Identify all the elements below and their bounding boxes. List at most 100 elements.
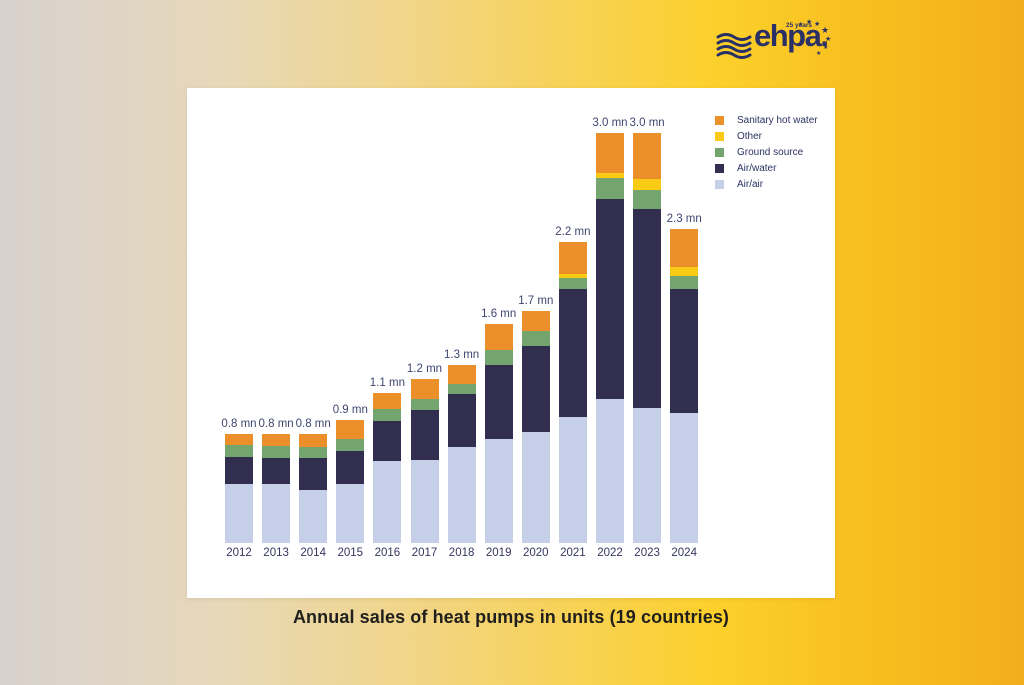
bar-segment-ground-source bbox=[336, 439, 365, 452]
bar-column-2019 bbox=[484, 324, 513, 543]
bar-segment-air-water bbox=[262, 458, 291, 485]
bar-segment-air-water bbox=[596, 198, 624, 400]
legend-swatch-icon bbox=[715, 163, 724, 173]
bar-segment-air-water bbox=[336, 451, 365, 485]
legend-label: Ground source bbox=[737, 146, 804, 158]
bar-segment-air-water bbox=[410, 410, 439, 460]
x-axis-label: 2015 bbox=[337, 547, 364, 559]
chart-panel: 0.8 mn 2012 0.8 mn 2013 0.8 mn 2014 0.9 mn 2015… bbox=[187, 88, 835, 598]
bar-total-label: 1.6 mn bbox=[481, 308, 517, 321]
legend-item-air-water: Air/water bbox=[715, 160, 818, 176]
bar-segment-air-air bbox=[484, 439, 513, 543]
legend-item-other: Other bbox=[715, 128, 818, 144]
bar-segment-air-water bbox=[521, 346, 550, 433]
bar-column-2020 bbox=[521, 310, 550, 543]
x-axis-label: 2012 bbox=[226, 547, 252, 559]
bar-segment-ground-source bbox=[225, 444, 253, 457]
bar-total-label: 0.8 mn bbox=[221, 417, 257, 430]
bar-segment-sanitary-hot-water bbox=[447, 365, 476, 385]
chart-legend: Sanitary hot water Other Ground source Air/… bbox=[715, 112, 818, 192]
bar-segment-ground-source bbox=[521, 331, 550, 347]
bar-segment-air-water bbox=[670, 288, 699, 414]
chart-title: Annual sales of heat pumps in units (19 … bbox=[292, 607, 730, 627]
bar-segment-air-air bbox=[670, 413, 699, 543]
bar-segment-air-water bbox=[373, 421, 402, 461]
bar-segment-sanitary-hot-water bbox=[410, 378, 439, 400]
bar-segment-air-air bbox=[596, 399, 624, 543]
bar-segment-sanitary-hot-water bbox=[596, 132, 624, 173]
bar-segment-air-water bbox=[633, 209, 662, 408]
bar-segment-ground-source bbox=[447, 384, 476, 394]
bar-total-label: 2.2 mn bbox=[555, 226, 591, 239]
bar-total-label: 0.8 mn bbox=[258, 417, 294, 430]
x-axis-label: 2023 bbox=[634, 547, 660, 559]
bar-segment-other bbox=[670, 266, 699, 277]
bar-segment-other bbox=[558, 273, 587, 278]
logo-anniversary-text: 25 years bbox=[786, 22, 813, 29]
bar-segment-ground-source bbox=[373, 409, 402, 422]
x-axis-label: 2020 bbox=[523, 547, 549, 559]
bar-total-label: 0.9 mn bbox=[332, 403, 368, 416]
bar-segment-sanitary-hot-water bbox=[558, 242, 587, 274]
bar-segment-air-air bbox=[521, 432, 550, 543]
bar-column-2014 bbox=[299, 433, 328, 543]
bar-segment-air-air bbox=[410, 459, 439, 543]
x-axis-label: 2016 bbox=[374, 547, 401, 559]
bar-segment-sanitary-hot-water bbox=[262, 433, 291, 446]
bar-segment-ground-source bbox=[633, 190, 662, 210]
bar-segment-air-air bbox=[299, 489, 328, 543]
ehpa-logo: ehpa. 25 years ★ ★ ★ ★ ★ ★ ★ bbox=[716, 18, 841, 68]
bar-segment-air-air bbox=[225, 484, 253, 543]
legend-item-ground-source: Ground source bbox=[715, 144, 818, 160]
bar-total-label: 1.1 mn bbox=[369, 376, 405, 389]
x-axis-label: 2013 bbox=[263, 547, 289, 559]
bar-segment-other bbox=[596, 172, 624, 179]
legend-label: Air/water bbox=[737, 162, 777, 174]
legend-label: Other bbox=[737, 130, 763, 142]
bar-column-2018 bbox=[447, 365, 476, 543]
bar-segment-ground-source bbox=[558, 277, 587, 289]
legend-label: Sanitary hot water bbox=[737, 114, 818, 126]
bar-segment-sanitary-hot-water bbox=[299, 433, 328, 448]
star-icon: ★ bbox=[821, 25, 830, 35]
x-axis-label: 2019 bbox=[485, 547, 512, 559]
legend-swatch-icon bbox=[715, 131, 724, 141]
bar-segment-air-air bbox=[262, 484, 291, 543]
star-icon: ★ bbox=[816, 51, 822, 57]
bar-segment-sanitary-hot-water bbox=[633, 132, 662, 180]
bar-segment-sanitary-hot-water bbox=[521, 310, 550, 332]
bar-segment-other bbox=[633, 179, 662, 191]
legend-label: Air/air bbox=[737, 178, 764, 190]
bar-segment-air-water bbox=[447, 394, 476, 448]
bar-segment-ground-source bbox=[670, 276, 699, 289]
bar-segment-air-water bbox=[558, 288, 587, 418]
bar-column-2017 bbox=[410, 378, 439, 543]
bar-segment-ground-source bbox=[299, 447, 328, 459]
bar-column-2022 bbox=[596, 132, 624, 543]
bar-segment-sanitary-hot-water bbox=[373, 392, 402, 410]
bar-segment-sanitary-hot-water bbox=[336, 419, 365, 440]
bar-total-label: 2.3 mn bbox=[666, 212, 702, 225]
legend-swatch-icon bbox=[715, 179, 724, 189]
bar-column-2015 bbox=[336, 419, 365, 543]
bar-column-2016 bbox=[373, 392, 402, 543]
star-icon: ★ bbox=[806, 19, 813, 26]
bar-segment-air-air bbox=[633, 407, 662, 543]
bar-segment-sanitary-hot-water bbox=[484, 324, 513, 351]
bar-total-label: 3.0 mn bbox=[629, 116, 665, 129]
x-axis-label: 2017 bbox=[411, 547, 438, 559]
legend-item-air-air: Air/air bbox=[715, 176, 818, 192]
bar-segment-sanitary-hot-water bbox=[670, 228, 699, 267]
bar-segment-air-air bbox=[558, 417, 587, 543]
star-icon: ★ bbox=[814, 21, 821, 28]
bar-segment-air-water bbox=[299, 458, 328, 490]
bar-column-2012 bbox=[225, 433, 253, 543]
bar-column-2023 bbox=[633, 132, 662, 543]
star-icon: ★ bbox=[825, 36, 832, 43]
star-icon: ★ bbox=[798, 22, 804, 28]
bar-total-label: 1.7 mn bbox=[518, 294, 554, 307]
bar-segment-ground-source bbox=[596, 178, 624, 199]
bar-total-label: 3.0 mn bbox=[592, 116, 628, 129]
stacked-bar-plot: 0.8 mn 2012 0.8 mn 2013 0.8 mn 2014 0.9 mn 2015… bbox=[187, 88, 835, 598]
bar-segment-ground-source bbox=[410, 399, 439, 411]
